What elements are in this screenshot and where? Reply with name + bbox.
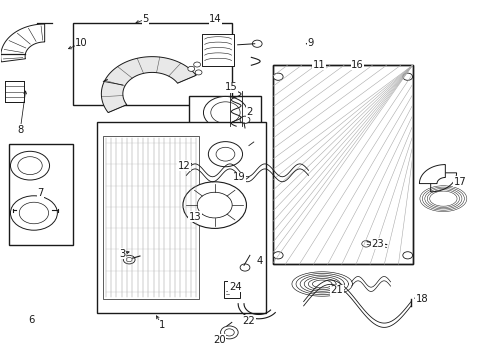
- Circle shape: [188, 66, 195, 71]
- Text: 9: 9: [308, 38, 314, 48]
- Circle shape: [252, 40, 262, 47]
- Circle shape: [195, 70, 202, 75]
- Text: 13: 13: [189, 212, 201, 221]
- Bar: [273, 65, 413, 264]
- Circle shape: [403, 252, 413, 259]
- Polygon shape: [0, 24, 45, 62]
- Bar: [98, 122, 266, 314]
- Circle shape: [240, 264, 250, 271]
- Bar: [273, 65, 413, 264]
- Circle shape: [362, 240, 370, 247]
- Text: 12: 12: [177, 161, 190, 171]
- Circle shape: [207, 167, 244, 194]
- Text: 24: 24: [229, 282, 242, 292]
- Circle shape: [213, 172, 238, 190]
- Circle shape: [19, 202, 49, 224]
- Text: 10: 10: [75, 38, 88, 48]
- Text: 22: 22: [243, 316, 255, 325]
- Circle shape: [211, 102, 240, 123]
- Bar: [224, 281, 240, 298]
- Circle shape: [203, 96, 247, 129]
- Circle shape: [220, 326, 238, 339]
- Circle shape: [216, 147, 235, 161]
- Text: 8: 8: [17, 125, 24, 135]
- Circle shape: [123, 255, 135, 264]
- Circle shape: [197, 192, 232, 218]
- Text: 3: 3: [120, 248, 126, 258]
- Circle shape: [18, 157, 42, 175]
- Bar: [189, 96, 261, 196]
- Circle shape: [403, 73, 413, 80]
- Text: 6: 6: [28, 315, 34, 325]
- Circle shape: [273, 252, 283, 259]
- Circle shape: [194, 62, 200, 67]
- Text: 20: 20: [213, 334, 226, 345]
- Circle shape: [183, 182, 246, 228]
- Polygon shape: [431, 173, 457, 192]
- Text: 18: 18: [416, 294, 428, 304]
- Text: 5: 5: [142, 14, 148, 24]
- Text: 15: 15: [225, 82, 238, 93]
- Text: 23: 23: [371, 239, 384, 249]
- Polygon shape: [419, 165, 445, 184]
- Text: 7: 7: [38, 188, 44, 198]
- Circle shape: [10, 151, 49, 180]
- Bar: [202, 34, 234, 66]
- Text: 4: 4: [257, 256, 263, 266]
- Circle shape: [208, 141, 243, 167]
- Circle shape: [210, 134, 241, 157]
- Text: 2: 2: [246, 107, 253, 117]
- Circle shape: [273, 73, 283, 80]
- Text: 21: 21: [330, 285, 343, 296]
- Circle shape: [240, 116, 250, 123]
- Circle shape: [202, 129, 249, 163]
- Text: 1: 1: [159, 320, 165, 330]
- Bar: [103, 136, 198, 299]
- Circle shape: [10, 196, 57, 230]
- Text: 14: 14: [209, 14, 222, 24]
- Polygon shape: [101, 57, 196, 113]
- Text: 17: 17: [454, 177, 466, 187]
- Text: 19: 19: [233, 172, 245, 182]
- Text: 16: 16: [351, 59, 364, 69]
- Bar: [9, 144, 73, 245]
- Circle shape: [224, 329, 234, 336]
- Text: 11: 11: [313, 59, 326, 69]
- Bar: [73, 23, 232, 105]
